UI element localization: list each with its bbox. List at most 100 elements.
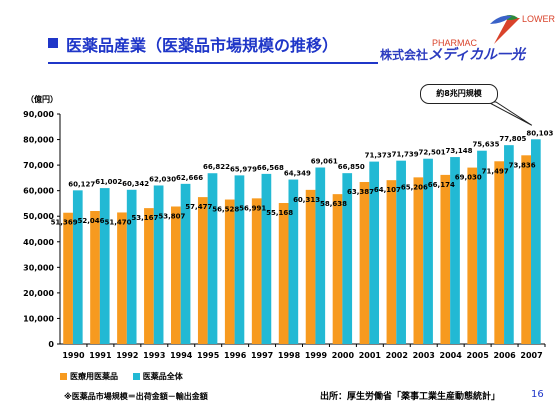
- bar-total: [530, 139, 541, 344]
- data-label-ethical: 65,206: [401, 183, 428, 191]
- y-tick-label: 0: [48, 340, 54, 349]
- data-label-total: 69,061: [311, 158, 338, 166]
- y-tick-label: 40,000: [23, 238, 54, 247]
- data-label-ethical: 53,807: [158, 212, 185, 220]
- y-tick-label: 30,000: [23, 263, 54, 272]
- bar-total: [72, 190, 83, 344]
- data-label-total: 66,850: [338, 163, 365, 171]
- x-tick-label: 1991: [89, 351, 112, 360]
- bar-ethical: [332, 194, 343, 344]
- bar-ethical: [144, 208, 154, 344]
- data-label-total: 60,127: [68, 180, 95, 188]
- legend-label-ethical: 医療用医薬品: [70, 372, 118, 381]
- bar-ethical: [171, 206, 181, 344]
- bar-ethical: [63, 212, 73, 344]
- data-label-ethical: 53,167: [131, 214, 158, 222]
- bar-total: [315, 167, 326, 344]
- bar-total: [261, 173, 272, 344]
- data-label-total: 80,103: [526, 129, 553, 137]
- bar-total: [180, 183, 191, 344]
- page-number: 16: [531, 389, 544, 400]
- data-label-total: 77,805: [499, 135, 526, 143]
- data-label-total: 62,666: [176, 174, 203, 182]
- data-label-total: 72,501: [419, 149, 446, 157]
- bar-ethical: [494, 161, 505, 344]
- x-tick-label: 2006: [493, 351, 516, 360]
- logo-wordmark: PHARMAC: [432, 38, 478, 48]
- data-label-total: 66,568: [257, 164, 284, 172]
- page-title: 医薬品産業（医薬品市場規模の推移）: [66, 36, 339, 55]
- bar-total: [369, 161, 380, 344]
- bar-ethical: [251, 198, 262, 344]
- bar-ethical: [386, 180, 397, 344]
- y-tick-label: 20,000: [23, 289, 54, 298]
- x-tick-label: 2004: [440, 351, 463, 360]
- bar-ethical: [278, 203, 289, 344]
- x-tick-label: 1998: [278, 351, 301, 360]
- flower-icon: [490, 15, 520, 44]
- legend-item-ethical: 医療用医薬品: [60, 371, 118, 382]
- bar-ethical: [521, 155, 531, 344]
- data-label-total: 73,148: [445, 147, 472, 155]
- company-logo: PHARMAC LOWER: [432, 14, 555, 48]
- data-label-total: 71,373: [365, 152, 392, 160]
- y-tick-label: 90,000: [23, 110, 54, 119]
- y-tick-label: 60,000: [23, 187, 54, 196]
- data-label-ethical: 73,836: [509, 161, 536, 169]
- x-tick-label: 1993: [143, 351, 165, 360]
- legend-swatch-total: [132, 373, 140, 380]
- data-label-ethical: 60,313: [293, 196, 320, 204]
- bar-total: [477, 150, 487, 344]
- bar-ethical: [305, 189, 316, 344]
- x-tick-label: 2007: [520, 351, 542, 360]
- data-label-ethical: 66,174: [428, 181, 455, 189]
- bar-total: [504, 145, 514, 344]
- bar-total: [450, 157, 460, 344]
- bar-ethical: [467, 167, 478, 344]
- bar-total: [126, 189, 137, 344]
- bar-total: [342, 173, 353, 344]
- market-size-chart: （億円） 0 10,000 20,000 30,000 40,000 50,000 60,00…: [23, 94, 553, 360]
- company-name-text: メディカル一光: [428, 47, 526, 63]
- x-tick-label: 1999: [305, 351, 328, 360]
- data-label-ethical: 71,497: [482, 167, 509, 175]
- x-tick-label: 2005: [467, 351, 490, 360]
- y-tick-label: 70,000: [23, 161, 54, 170]
- legend-swatch-ethical: [60, 373, 67, 380]
- x-tick-label: 2002: [386, 351, 408, 360]
- x-tick-label: 1992: [116, 351, 138, 360]
- bar-ethical: [90, 210, 100, 344]
- data-label-ethical: 69,030: [455, 174, 482, 182]
- bar-total: [396, 160, 406, 344]
- callout-pointer: [487, 101, 533, 126]
- data-label-ethical: 51,369: [51, 219, 78, 227]
- title-rule: [48, 62, 378, 64]
- x-tick-label: 1994: [170, 351, 193, 360]
- legend-item-total: 医薬品全体: [132, 371, 183, 382]
- bar-ethical: [413, 177, 424, 344]
- bar-ethical: [197, 197, 208, 344]
- chart-data-labels: 51,369 60,127 52,046 61,002 51,470 60,342 53,1…: [51, 101, 553, 227]
- y-unit-label: （億円）: [26, 94, 58, 104]
- bar-total: [288, 179, 299, 344]
- x-tick-label: 2003: [413, 351, 435, 360]
- x-tick-label: 2001: [359, 351, 382, 360]
- data-label-ethical: 56,528: [212, 206, 239, 214]
- chart-frame: （億円） 0 10,000 20,000 30,000 40,000 50,000 60,00…: [23, 94, 546, 360]
- data-label-ethical: 55,168: [266, 209, 293, 217]
- bar-ethical: [224, 199, 235, 344]
- data-label-ethical: 58,638: [320, 200, 347, 208]
- y-tick-label: 80,000: [23, 136, 54, 145]
- data-label-ethical: 51,470: [104, 218, 131, 226]
- data-label-total: 65,979: [230, 165, 257, 173]
- bar-ethical: [440, 174, 451, 344]
- bar-total: [207, 173, 218, 344]
- company-name: 株式会社メディカル一光: [380, 44, 525, 64]
- data-label-ethical: 63,387: [347, 188, 374, 196]
- chart-bars: [63, 139, 541, 344]
- company-prefix: 株式会社: [380, 48, 429, 62]
- x-tick-label: 1997: [251, 351, 273, 360]
- data-label-total: 71,739: [392, 151, 419, 159]
- bar-total: [234, 175, 245, 344]
